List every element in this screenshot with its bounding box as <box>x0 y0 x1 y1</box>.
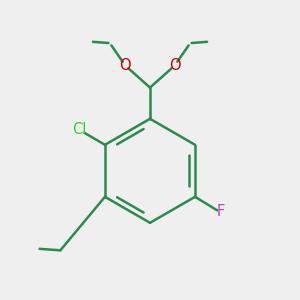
Text: F: F <box>217 204 225 219</box>
Text: O: O <box>169 58 181 73</box>
Text: O: O <box>119 58 130 73</box>
Text: Cl: Cl <box>72 122 86 137</box>
